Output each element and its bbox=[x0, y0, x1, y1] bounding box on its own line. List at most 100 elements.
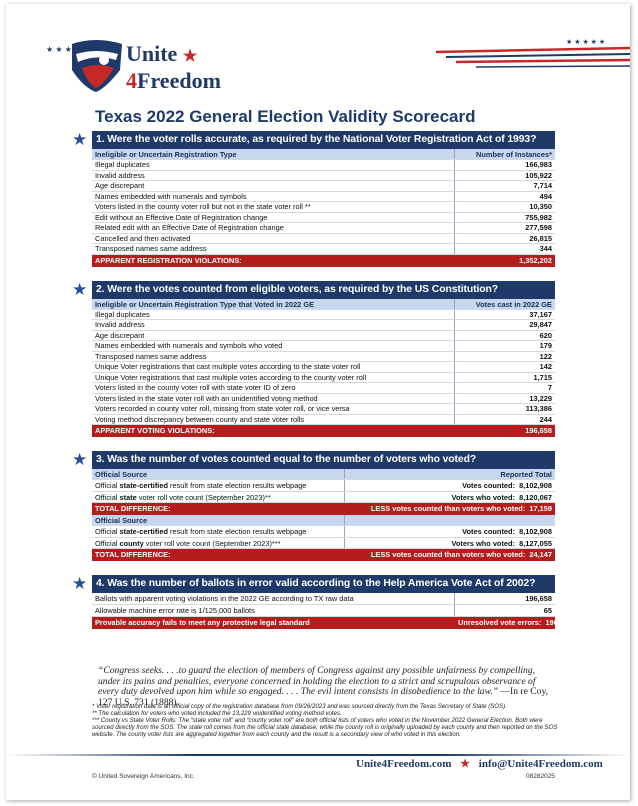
quote-text: “Congress seeks. . . .to guard the elect… bbox=[98, 665, 536, 698]
footer-links: Unite4Freedom.com ★ info@Unite4Freedom.c… bbox=[356, 757, 603, 770]
row-label: Official county voter roll vote count (S… bbox=[92, 538, 344, 549]
section-star: ★ bbox=[72, 574, 88, 593]
row-value: 1,352,202 bbox=[455, 255, 555, 267]
value-label: Voters who voted: bbox=[451, 538, 515, 548]
table-row: Illegal duplicates 166,983 bbox=[92, 160, 555, 171]
row-label: Names embedded with numerals and symbols bbox=[95, 191, 247, 201]
total-row: TOTAL DIFFERENCE: LESS votes counted than… bbox=[92, 503, 555, 515]
value: 179 bbox=[539, 341, 552, 350]
logo-stripe bbox=[82, 65, 114, 88]
column-label: Votes cast in 2022 GE bbox=[454, 298, 555, 309]
value: 8,127,055 bbox=[519, 538, 552, 548]
row-label: Voting method discrepancy between county… bbox=[95, 414, 305, 424]
column-label: Reported Total bbox=[344, 469, 555, 479]
logo-digit: 4 bbox=[126, 68, 137, 93]
website: Unite4Freedom.com bbox=[356, 758, 452, 770]
row-value: 344 bbox=[454, 244, 555, 254]
table-row: Official state-certified result from sta… bbox=[92, 526, 555, 538]
flag-stripes: ★ ★ ★ ★ ★ bbox=[435, 38, 630, 68]
row-value: 166,983 bbox=[454, 160, 555, 170]
value: 620 bbox=[539, 330, 552, 340]
value-label: LESS votes counted than voters who voted… bbox=[370, 504, 526, 513]
value: 1,352,202 bbox=[519, 255, 552, 265]
label-part: voter roll vote count (September 2023)** bbox=[136, 492, 271, 502]
table-row: Age discrepant 620 bbox=[92, 330, 555, 341]
value: 10,350 bbox=[529, 202, 552, 211]
row-value: 494 bbox=[454, 191, 555, 201]
section-title: 4. Was the number of ballots in error va… bbox=[92, 575, 555, 593]
table-row: Unique Voter registrations that cast mul… bbox=[92, 372, 555, 383]
row-value: 105,922 bbox=[454, 170, 555, 180]
row-label: Age discrepant bbox=[95, 330, 145, 340]
value: 196,658 bbox=[525, 594, 552, 603]
logo-line2: 4Freedom bbox=[126, 69, 221, 93]
row-label: Related edit with an Effective Date of R… bbox=[95, 223, 284, 232]
label-part: county bbox=[119, 538, 144, 548]
table-row: Invalid address 105,922 bbox=[92, 170, 555, 181]
logo-stars: ★ ★ ★ bbox=[46, 45, 72, 54]
value: 196,593 bbox=[545, 618, 556, 627]
table-row: Cancelled and then activated 26,815 bbox=[92, 233, 555, 244]
row-label: Unique Voter registrations that cast mul… bbox=[95, 372, 367, 382]
value: 344 bbox=[539, 244, 552, 253]
table-row: Voters listed in the state voter roll wi… bbox=[92, 393, 555, 404]
total-row: TOTAL DIFFERENCE: LESS votes counted than… bbox=[92, 549, 555, 561]
column-header: Official Source bbox=[92, 515, 555, 526]
row-label: Allowable machine error rate is 1/125,00… bbox=[95, 606, 255, 615]
row-label: Voters listed in the state voter roll wi… bbox=[95, 393, 318, 403]
row-value: 1,715 bbox=[454, 372, 555, 382]
value-label: Votes counted: bbox=[462, 481, 515, 490]
table-row: Illegal duplicates 37,167 bbox=[92, 309, 555, 320]
total-row: Provable accuracy fails to meet any prot… bbox=[92, 617, 555, 629]
section-title: 1. Were the voter rolls accurate, as req… bbox=[92, 131, 555, 149]
table-row: Official state-certified result from sta… bbox=[92, 480, 555, 492]
row-label: Illegal duplicates bbox=[95, 309, 150, 319]
total-row: APPARENT VOTING VIOLATIONS: 196,658 bbox=[92, 425, 555, 437]
value: 24,147 bbox=[529, 550, 552, 559]
row-label: Unique Voter registrations that cast mul… bbox=[95, 362, 361, 371]
row-value: 13,229 bbox=[454, 393, 555, 403]
row-value: 122 bbox=[454, 351, 555, 361]
column-label bbox=[344, 515, 555, 525]
value: 755,982 bbox=[525, 212, 552, 222]
footnote: * Voter registration data is an official… bbox=[92, 703, 507, 710]
value-label: Voters who voted: bbox=[451, 492, 515, 502]
title: Texas 2022 General Election Validity Sco… bbox=[95, 107, 476, 126]
table-row: Age discrepant 7,714 bbox=[92, 181, 555, 192]
row-value: 37,167 bbox=[454, 309, 555, 319]
section: ★ 2. Were the votes counted from eligible… bbox=[72, 280, 555, 437]
value-label: Unresolved vote errors: bbox=[458, 618, 542, 627]
value: 277,598 bbox=[525, 223, 552, 232]
value: 142 bbox=[539, 362, 552, 371]
row-label: Cancelled and then activated bbox=[95, 233, 191, 243]
footnote: ** The calculation for voters who voted … bbox=[92, 710, 342, 717]
value: 105,922 bbox=[525, 170, 552, 180]
label-part: result from state election results webpa… bbox=[167, 481, 307, 490]
value: 17,159 bbox=[529, 504, 552, 513]
label-part: state-certified bbox=[119, 527, 168, 536]
row-label: Age discrepant bbox=[95, 181, 145, 190]
section-star: ★ bbox=[72, 130, 88, 149]
table-row: Invalid address 29,847 bbox=[92, 320, 555, 331]
value: 7 bbox=[547, 383, 552, 392]
row-value: 142 bbox=[454, 362, 555, 372]
row-value: 196,658 bbox=[455, 425, 555, 437]
table-row: Allowable machine error rate is 1/125,00… bbox=[92, 605, 555, 617]
value: 37,167 bbox=[529, 309, 552, 319]
row-label: Invalid address bbox=[95, 170, 145, 180]
svg-text:★ ★ ★ ★ ★: ★ ★ ★ ★ ★ bbox=[566, 38, 605, 46]
footnote: *** County vs State Voter Rolls: The “st… bbox=[92, 717, 558, 738]
row-value: Voters who voted: 8,120,067 bbox=[344, 491, 555, 502]
table-row: Voters recorded in county voter roll, mi… bbox=[92, 404, 555, 415]
row-value: LESS votes counted than voters who voted… bbox=[345, 549, 555, 561]
total-row: APPARENT REGISTRATION VIOLATIONS: 1,352,2… bbox=[92, 254, 555, 267]
footer-rule bbox=[6, 754, 630, 756]
row-value: 7 bbox=[454, 383, 555, 393]
row-value: 113,386 bbox=[454, 404, 555, 414]
row-label: Transposed names same address bbox=[95, 244, 207, 253]
quote: “Congress seeks. . . .to guard the elect… bbox=[98, 665, 558, 708]
column-header: Ineligible or Uncertain Registration Typ… bbox=[92, 298, 555, 310]
row-value: Unresolved vote errors: 196,593 bbox=[455, 617, 555, 629]
quote-source: —In re Coy, 127 U.S. 731 (1888) bbox=[98, 686, 549, 708]
